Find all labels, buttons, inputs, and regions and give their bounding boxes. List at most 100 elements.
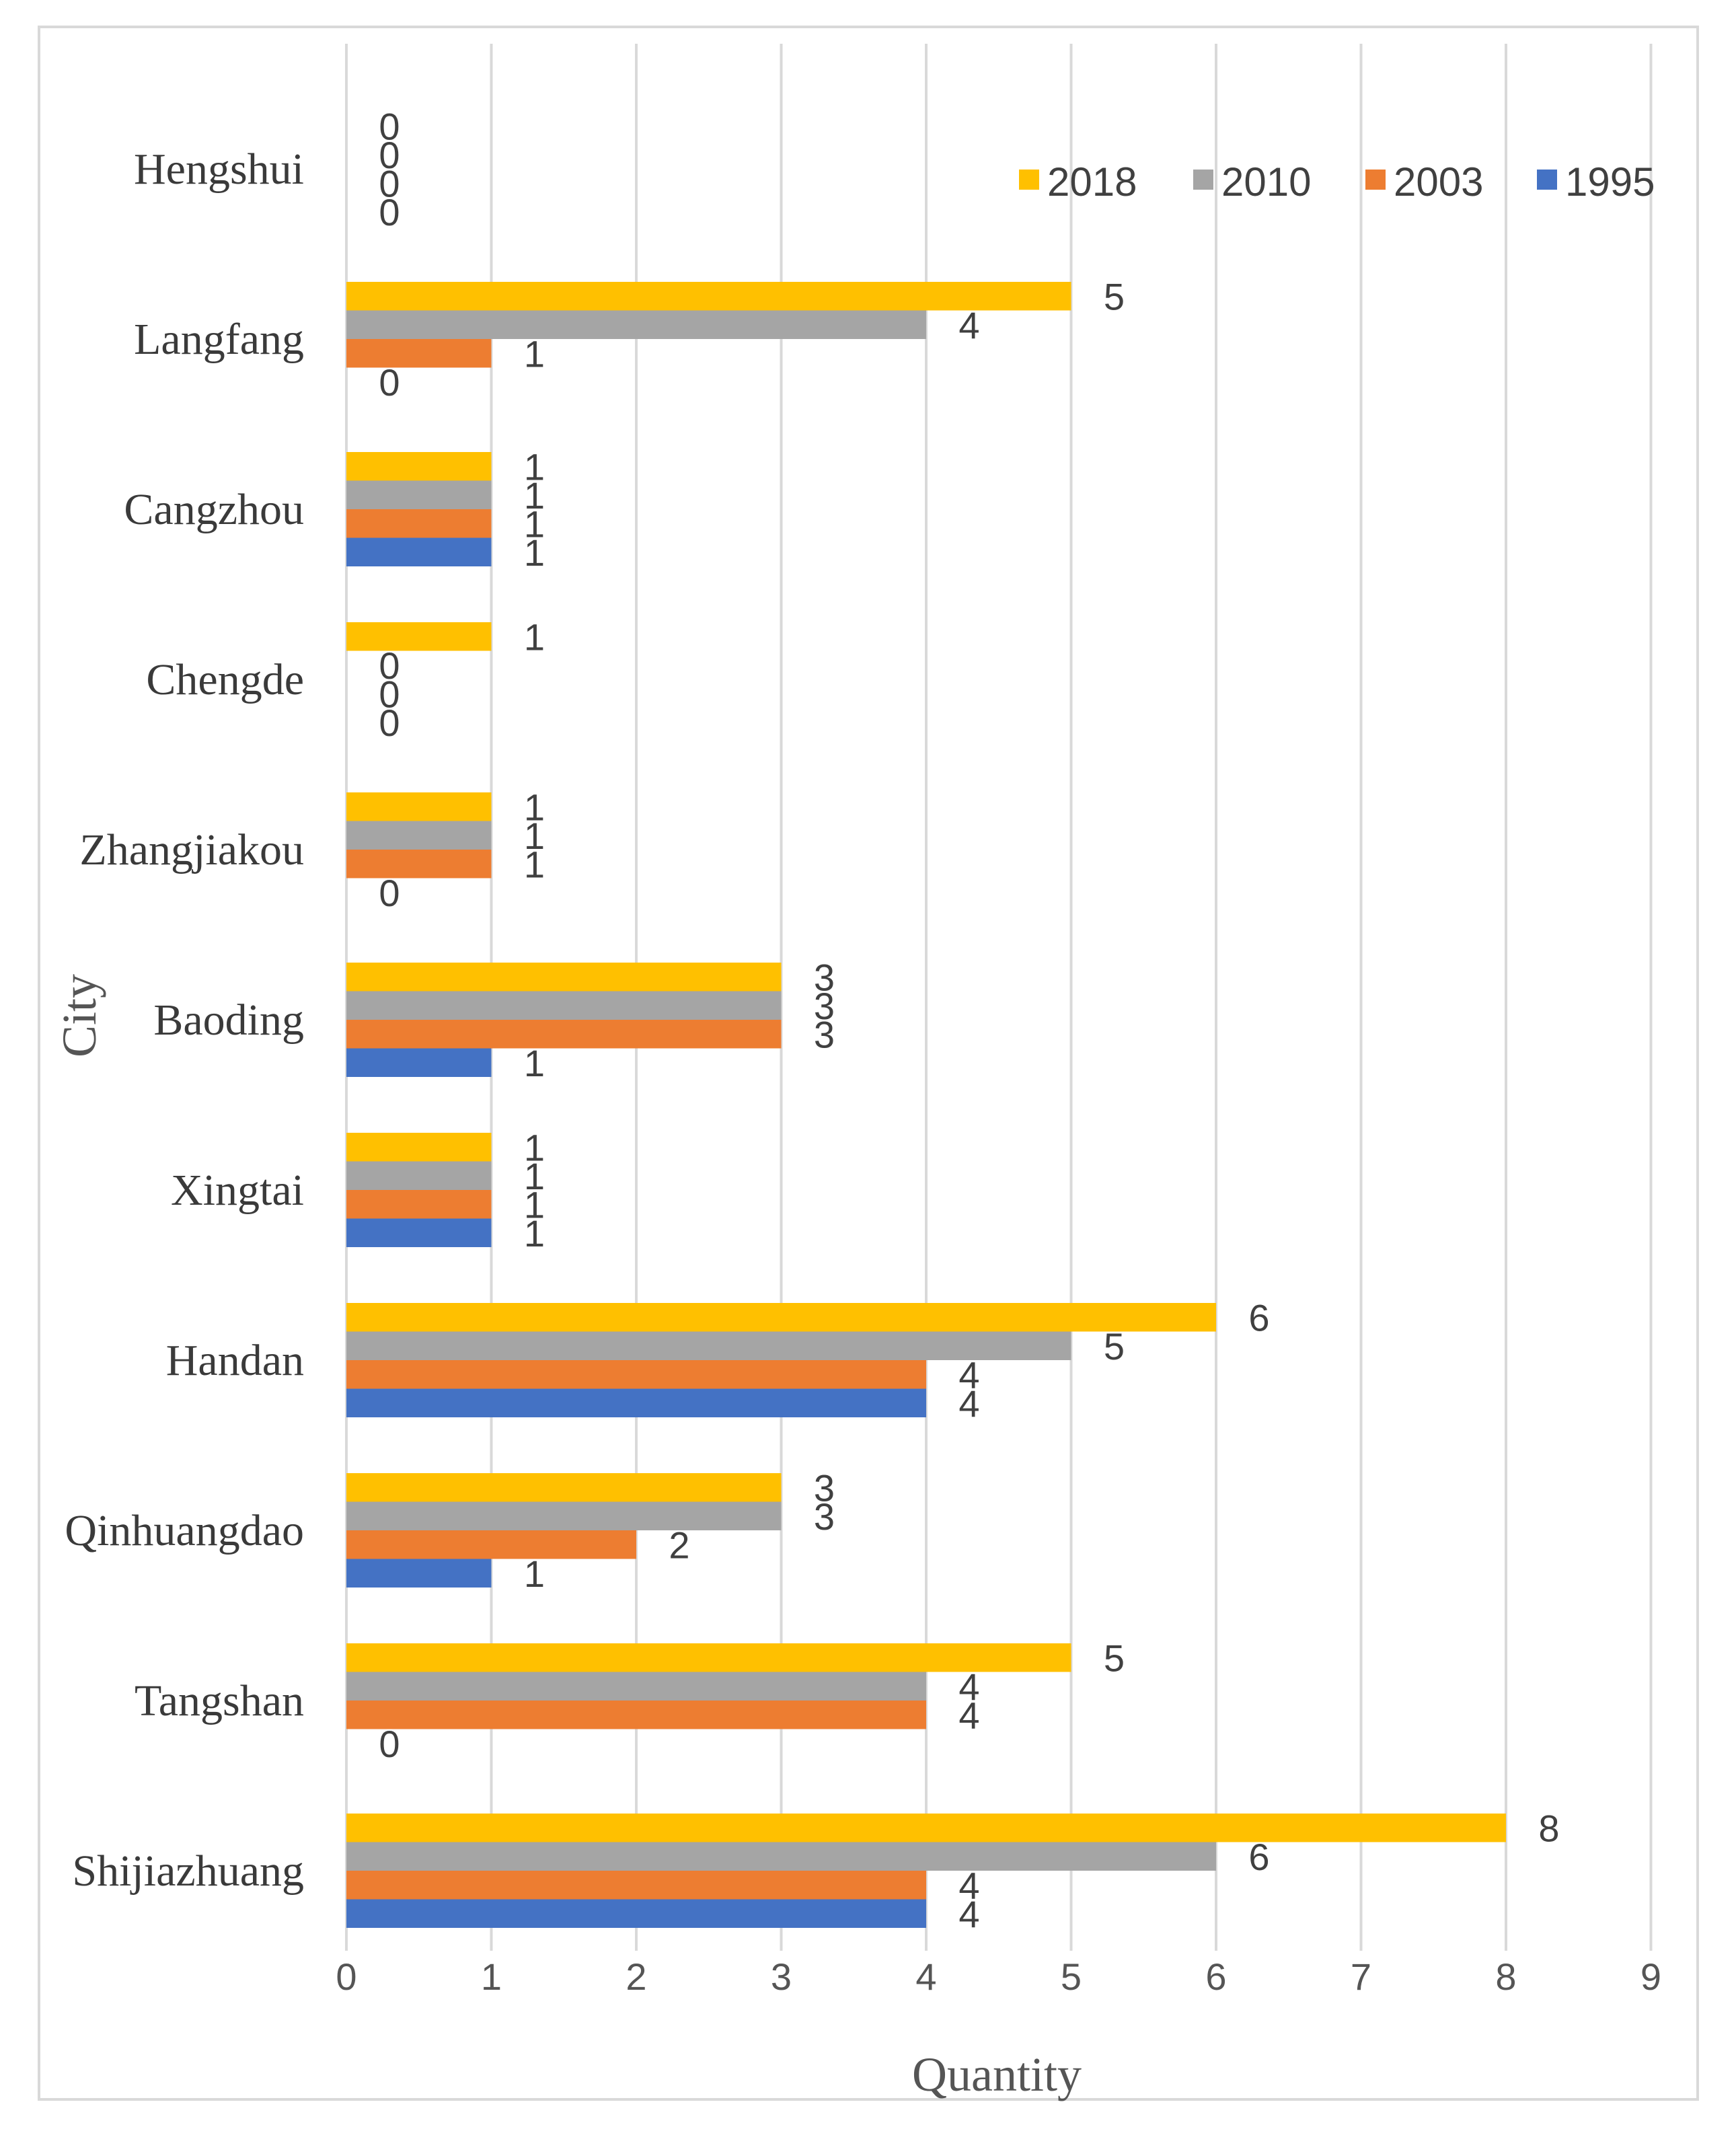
y-axis-title: City bbox=[52, 974, 106, 1057]
x-tick-label-1: 1 bbox=[481, 1955, 502, 1998]
data-label-shijiazhuang-2018: 8 bbox=[1538, 1807, 1559, 1849]
bar-baoding-2003 bbox=[346, 1020, 782, 1049]
data-label-tangshan-2010: 4 bbox=[958, 1666, 979, 1708]
legend-label-2010: 2010 bbox=[1221, 159, 1311, 204]
bar-baoding-2010 bbox=[346, 991, 782, 1020]
category-label-handan: Handan bbox=[166, 1336, 304, 1385]
x-tick-label-2: 2 bbox=[626, 1955, 646, 1998]
bar-shijiazhuang-2003 bbox=[346, 1871, 926, 1900]
bar-tangshan-2018 bbox=[346, 1643, 1071, 1672]
x-tick-label-3: 3 bbox=[771, 1955, 792, 1998]
bar-langfang-2018 bbox=[346, 282, 1071, 311]
x-tick-label-5: 5 bbox=[1061, 1955, 1082, 1998]
category-label-chengde: Chengde bbox=[146, 655, 304, 704]
legend-swatch-2003 bbox=[1365, 170, 1386, 190]
bar-shijiazhuang-2010 bbox=[346, 1842, 1216, 1871]
data-label-tangshan-2018: 5 bbox=[1104, 1637, 1125, 1679]
category-label-hengshui: Hengshui bbox=[134, 145, 304, 194]
legend-swatch-2018 bbox=[1019, 170, 1039, 190]
bar-handan-1995 bbox=[346, 1388, 926, 1417]
x-tick-label-7: 7 bbox=[1351, 1955, 1371, 1998]
legend-swatch-2010 bbox=[1193, 170, 1213, 190]
bar-xingtai-1995 bbox=[346, 1218, 492, 1247]
bars bbox=[346, 282, 1506, 1928]
legend-label-2003: 2003 bbox=[1394, 159, 1483, 204]
x-tick-label-6: 6 bbox=[1205, 1955, 1226, 1998]
bar-shijiazhuang-1995 bbox=[346, 1899, 926, 1928]
data-label-cangzhou-2010: 1 bbox=[524, 474, 545, 517]
bar-baoding-1995 bbox=[346, 1048, 492, 1077]
bar-chengde-2018 bbox=[346, 622, 492, 651]
x-tick-label-4: 4 bbox=[915, 1955, 936, 1998]
bar-qinhuangdao-2003 bbox=[346, 1530, 636, 1559]
data-label-xingtai-2003: 1 bbox=[524, 1183, 545, 1226]
data-label-zhangjiakou-2010: 1 bbox=[524, 815, 545, 857]
data-label-cangzhou-1995: 1 bbox=[524, 531, 545, 574]
data-label-handan-1995: 4 bbox=[958, 1382, 979, 1425]
bar-xingtai-2003 bbox=[346, 1190, 492, 1219]
data-label-hengshui-2018: 0 bbox=[379, 105, 400, 147]
bar-tangshan-2003 bbox=[346, 1701, 926, 1729]
legend: 2018 2010 2003 1995 bbox=[1019, 159, 1655, 204]
data-label-chengde-1995: 0 bbox=[379, 702, 400, 744]
category-label-zhangjiakou: Zhangjiakou bbox=[79, 825, 304, 874]
bar-qinhuangdao-1995 bbox=[346, 1559, 492, 1588]
bar-cangzhou-2018 bbox=[346, 452, 492, 481]
x-tick-labels: 0 1 2 3 4 5 6 7 8 9 bbox=[336, 1955, 1661, 1998]
data-label-shijiazhuang-2003: 4 bbox=[958, 1864, 979, 1906]
data-labels: 4468044512334456111113330111000111110145… bbox=[379, 105, 1559, 1935]
bar-handan-2003 bbox=[346, 1360, 926, 1389]
data-label-handan-2003: 4 bbox=[958, 1353, 979, 1396]
data-label-baoding-2003: 3 bbox=[814, 1013, 835, 1055]
category-label-cangzhou: Cangzhou bbox=[124, 485, 304, 534]
data-label-langfang-2003: 1 bbox=[524, 332, 545, 375]
data-label-handan-2018: 6 bbox=[1248, 1296, 1269, 1339]
legend-swatch-1995 bbox=[1537, 170, 1557, 190]
data-label-zhangjiakou-2018: 1 bbox=[524, 786, 545, 828]
bar-baoding-2018 bbox=[346, 963, 782, 992]
data-label-tangshan-2003: 4 bbox=[958, 1694, 979, 1736]
bar-shijiazhuang-2018 bbox=[346, 1814, 1506, 1842]
category-label-tangshan: Tangshan bbox=[135, 1676, 304, 1725]
bar-cangzhou-2003 bbox=[346, 509, 492, 538]
data-label-cangzhou-2003: 1 bbox=[524, 502, 545, 545]
chart-frame bbox=[38, 26, 1699, 2101]
data-label-langfang-2018: 5 bbox=[1104, 275, 1125, 318]
x-axis-title: Quantity bbox=[912, 2048, 1082, 2101]
x-tick-label-8: 8 bbox=[1495, 1955, 1516, 1998]
data-label-zhangjiakou-2003: 1 bbox=[524, 843, 545, 885]
data-label-qinhuangdao-2003: 2 bbox=[669, 1524, 689, 1566]
data-label-qinhuangdao-2010: 3 bbox=[814, 1495, 835, 1538]
data-label-chengde-2003: 0 bbox=[379, 673, 400, 715]
category-label-shijiazhuang: Shijiazhuang bbox=[72, 1846, 304, 1896]
data-label-xingtai-2018: 1 bbox=[524, 1126, 545, 1168]
data-label-baoding-2018: 3 bbox=[814, 956, 835, 998]
category-label-baoding: Baoding bbox=[153, 996, 304, 1045]
bar-langfang-2010 bbox=[346, 310, 926, 339]
data-label-hengshui-1995: 0 bbox=[379, 191, 400, 233]
data-label-chengde-2018: 1 bbox=[524, 615, 545, 658]
bar-cangzhou-1995 bbox=[346, 537, 492, 566]
bar-cangzhou-2010 bbox=[346, 480, 492, 509]
data-label-handan-2010: 5 bbox=[1104, 1325, 1125, 1368]
data-label-tangshan-1995: 0 bbox=[379, 1723, 400, 1765]
bar-qinhuangdao-2018 bbox=[346, 1473, 782, 1502]
data-label-hengshui-2003: 0 bbox=[379, 162, 400, 204]
bar-handan-2010 bbox=[346, 1331, 1071, 1360]
data-label-xingtai-2010: 1 bbox=[524, 1155, 545, 1197]
legend-label-1995: 1995 bbox=[1565, 159, 1655, 204]
category-labels: Shijiazhuang Tangshan Qinhuangdao Handan Xin… bbox=[65, 145, 304, 1896]
x-tick-label-9: 9 bbox=[1640, 1955, 1661, 1998]
x-tick-label-0: 0 bbox=[336, 1955, 356, 1998]
data-label-shijiazhuang-1995: 4 bbox=[958, 1893, 979, 1935]
data-label-hengshui-2010: 0 bbox=[379, 134, 400, 176]
legend-label-2018: 2018 bbox=[1047, 159, 1137, 204]
data-label-qinhuangdao-2018: 3 bbox=[814, 1466, 835, 1509]
data-label-baoding-2010: 3 bbox=[814, 985, 835, 1027]
data-label-langfang-1995: 0 bbox=[379, 361, 400, 404]
category-label-qinhuangdao: Qinhuangdao bbox=[65, 1506, 304, 1555]
bar-qinhuangdao-2010 bbox=[346, 1501, 782, 1530]
data-label-shijiazhuang-2010: 6 bbox=[1248, 1836, 1269, 1878]
bar-xingtai-2018 bbox=[346, 1133, 492, 1162]
